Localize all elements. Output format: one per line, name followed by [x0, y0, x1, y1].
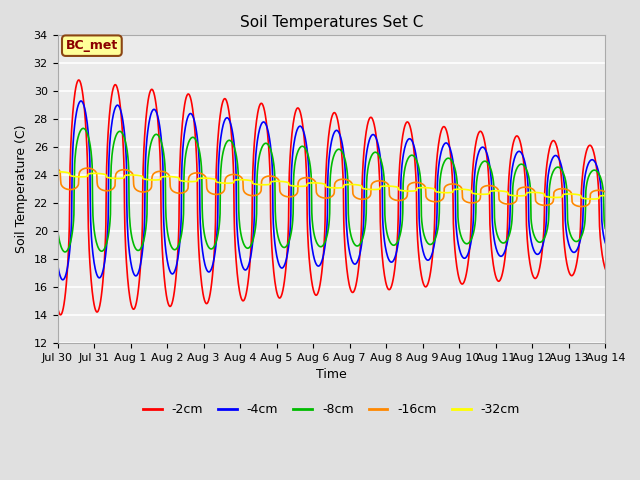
Title: Soil Temperatures Set C: Soil Temperatures Set C	[240, 15, 423, 30]
Text: BC_met: BC_met	[66, 39, 118, 52]
Y-axis label: Soil Temperature (C): Soil Temperature (C)	[15, 125, 28, 253]
X-axis label: Time: Time	[316, 368, 347, 381]
Legend: -2cm, -4cm, -8cm, -16cm, -32cm: -2cm, -4cm, -8cm, -16cm, -32cm	[138, 398, 525, 421]
